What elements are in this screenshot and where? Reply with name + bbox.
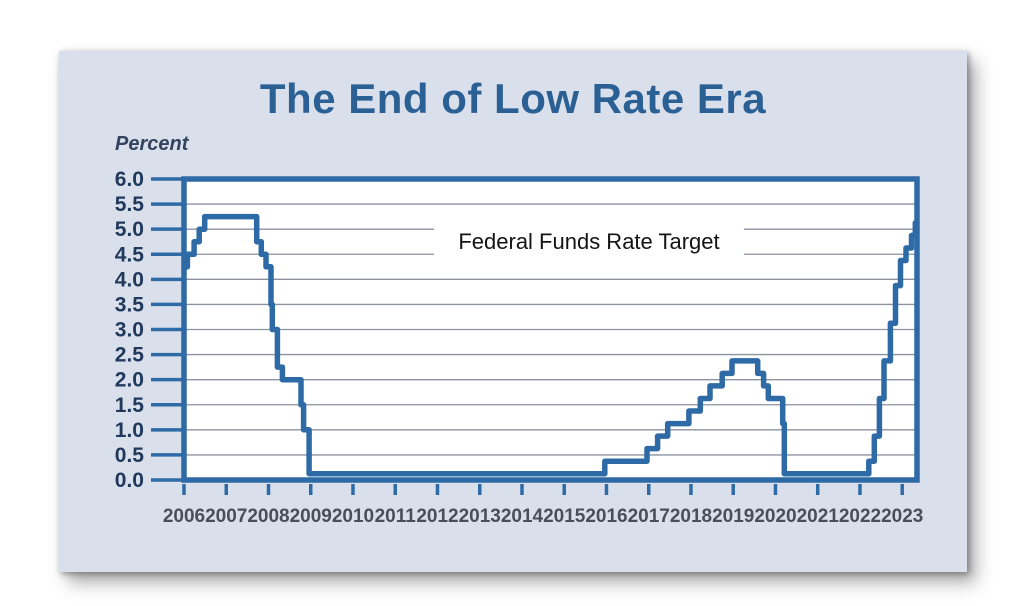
x-tick-label: 2008 [247, 506, 289, 527]
x-tick-label: 2015 [543, 506, 586, 527]
x-tick-label: 2013 [459, 506, 501, 527]
x-tick-label: 2023 [881, 506, 923, 527]
x-tick-label: 2016 [585, 506, 627, 527]
y-tick-label: 5.0 [115, 218, 144, 241]
y-tick-label: 1.0 [115, 419, 144, 442]
x-tick-label: 2021 [797, 506, 840, 527]
x-tick-label: 2007 [205, 506, 247, 527]
x-tick-label: 2010 [332, 506, 374, 527]
y-tick-label: 6.0 [115, 168, 144, 191]
y-tick-label: 1.5 [115, 394, 145, 417]
y-tick-label: 0.5 [115, 444, 145, 467]
x-tick-label: 2012 [416, 506, 458, 527]
chart-title: The End of Low Rate Era [259, 75, 767, 122]
x-tick-label: 2014 [501, 506, 544, 527]
x-tick-label: 2018 [670, 506, 712, 527]
x-tick-label: 2011 [375, 506, 417, 527]
y-tick-label: 3.0 [115, 319, 144, 342]
y-axis-unit-label: Percent [115, 133, 189, 155]
plot-frame [181, 176, 920, 483]
chart-card: The End of Low Rate Era Percent 6.0 5.5 5.… [59, 51, 967, 572]
rate-chart: 6.05.55.04.54.03.5 3.02.52.01.51.00.50.0 2… [115, 168, 924, 527]
y-tick-label: 2.0 [115, 369, 144, 392]
rate-step-line [181, 213, 920, 477]
x-tick-label: 2017 [628, 506, 670, 527]
y-tick-label: 3.5 [115, 293, 145, 316]
series-annotation: Federal Funds Rate Target [434, 221, 744, 262]
y-tick-label: 0.0 [115, 469, 144, 492]
x-tick-label: 2009 [290, 506, 332, 527]
y-tick-label: 4.0 [115, 268, 144, 291]
x-tick-label: 2022 [839, 506, 881, 527]
y-tick-label: 2.5 [115, 344, 145, 367]
x-tick-label: 2019 [712, 506, 754, 527]
x-tick-label: 2006 [163, 506, 205, 527]
x-tick-label: 2020 [754, 506, 796, 527]
y-tick-label: 4.5 [115, 243, 145, 266]
y-tick-label: 5.5 [115, 193, 145, 216]
